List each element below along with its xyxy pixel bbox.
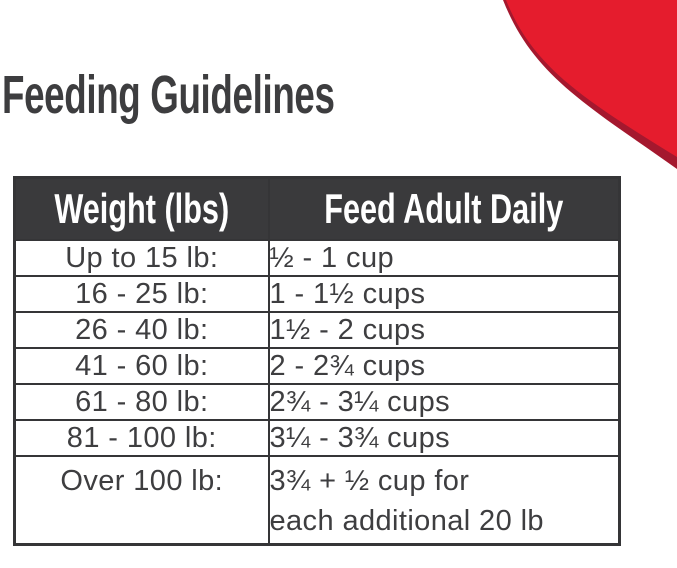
feed-cell: 2 - 2¾ cups	[267, 347, 621, 385]
table-header-row: Weight (lbs) Feed Adult Daily	[13, 176, 621, 241]
header-feed-text: Feed Adult Daily	[324, 185, 564, 232]
feed-cell: ½ - 1 cup	[267, 239, 621, 277]
weight-cell: Over 100 lb:	[13, 455, 270, 546]
feeding-table-body: Up to 15 lb: ½ - 1 cup 16 - 25 lb: 1 - 1½ c…	[13, 239, 621, 546]
weight-cell: 16 - 25 lb:	[13, 275, 270, 313]
page-title: Feeding Guidelines	[2, 65, 491, 125]
swoosh-shadow-shape	[503, 0, 677, 169]
feed-cell: 3¼ - 3¾ cups	[267, 419, 621, 457]
swoosh-main-shape	[506, 0, 677, 157]
feed-cell: 1 - 1½ cups	[267, 275, 621, 313]
weight-cell: 26 - 40 lb:	[13, 311, 270, 349]
feed-cell: 2¾ - 3¼ cups	[267, 383, 621, 421]
table-row: 26 - 40 lb: 1½ - 2 cups	[13, 311, 621, 349]
feed-cell: 1½ - 2 cups	[267, 311, 621, 349]
page-title-text: Feeding Guidelines	[2, 65, 335, 125]
feed-cell: 3¾ + ½ cup for each additional 20 lb	[267, 455, 621, 546]
weight-cell: 61 - 80 lb:	[13, 383, 270, 421]
table-row: 61 - 80 lb: 2¾ - 3¼ cups	[13, 383, 621, 421]
feeding-guidelines-table: Weight (lbs) Feed Adult Daily Up to 15 l…	[13, 176, 621, 546]
weight-cell: 81 - 100 lb:	[13, 419, 270, 457]
table-row: 41 - 60 lb: 2 - 2¾ cups	[13, 347, 621, 385]
header-weight: Weight (lbs)	[13, 176, 270, 241]
table-row: 16 - 25 lb: 1 - 1½ cups	[13, 275, 621, 313]
weight-cell: 41 - 60 lb:	[13, 347, 270, 385]
header-feed: Feed Adult Daily	[267, 176, 621, 241]
weight-cell: Up to 15 lb:	[13, 239, 270, 277]
table-row: 81 - 100 lb: 3¼ - 3¾ cups	[13, 419, 621, 457]
header-weight-text: Weight (lbs)	[54, 185, 230, 232]
table-row: Up to 15 lb: ½ - 1 cup	[13, 239, 621, 277]
table-row: Over 100 lb: 3¾ + ½ cup for each additiona…	[13, 455, 621, 546]
